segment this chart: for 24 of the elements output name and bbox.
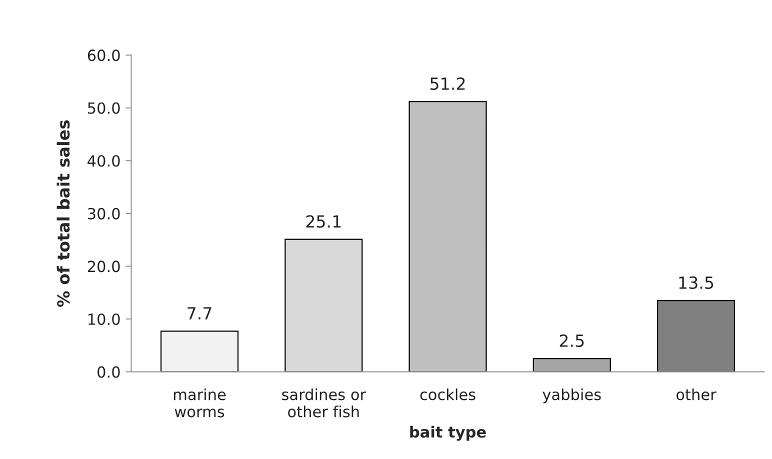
y-tick-label: 20.0 — [88, 260, 120, 272]
y-tick-label: 50.0 — [88, 102, 120, 114]
bar — [160, 330, 239, 372]
x-axis-title: bait type — [410, 426, 486, 441]
x-tick-label: yabbies — [542, 388, 601, 404]
data-label: 7.7 — [188, 307, 212, 320]
x-tick-label: marine worms — [174, 388, 226, 418]
data-label: 13.5 — [679, 276, 714, 289]
bar — [408, 100, 487, 372]
x-tick-label: sardines or other fish — [282, 388, 366, 418]
y-tick-label: 0.0 — [98, 366, 120, 378]
y-tick-label: 40.0 — [88, 155, 120, 167]
bar — [656, 300, 736, 372]
y-tick-label: 10.0 — [88, 313, 120, 326]
data-label: 2.5 — [560, 334, 584, 348]
x-tick-label: other — [676, 388, 716, 400]
data-label: 25.1 — [306, 215, 341, 228]
x-tick-label: cockles — [420, 388, 476, 400]
bar — [532, 358, 611, 372]
y-tick-label: 30.0 — [88, 208, 120, 220]
y-axis-title: % of total bait sales — [56, 120, 70, 307]
data-label: 51.2 — [430, 77, 465, 90]
bar — [284, 238, 363, 372]
y-tick-label: 60.0 — [88, 50, 120, 62]
